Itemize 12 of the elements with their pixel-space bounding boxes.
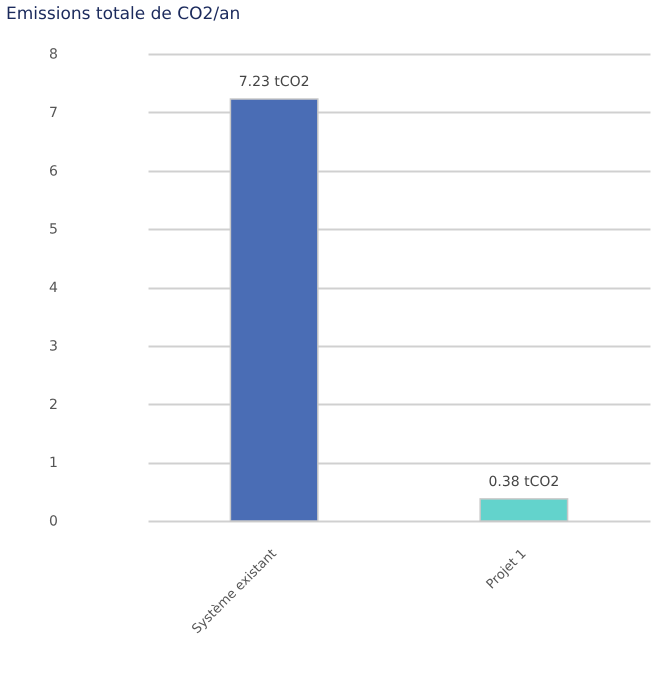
y-tick-label: 3	[49, 338, 58, 354]
y-tick-label: 5	[49, 222, 58, 238]
y-tick-label: 7	[49, 104, 58, 121]
y-tick-label: 2	[49, 396, 58, 413]
y-tick-label: 4	[49, 280, 58, 296]
y-tick-label: 8	[49, 46, 58, 62]
y-tick-label: 1	[49, 455, 58, 472]
data-label: 7.23 tCO2	[238, 74, 310, 90]
y-tick-label: 0	[49, 514, 58, 530]
chart-title: Emissions totale de CO2/an	[6, 4, 240, 24]
data-label: 0.38 tCO2	[488, 474, 560, 490]
y-tick-label: 6	[49, 163, 58, 180]
